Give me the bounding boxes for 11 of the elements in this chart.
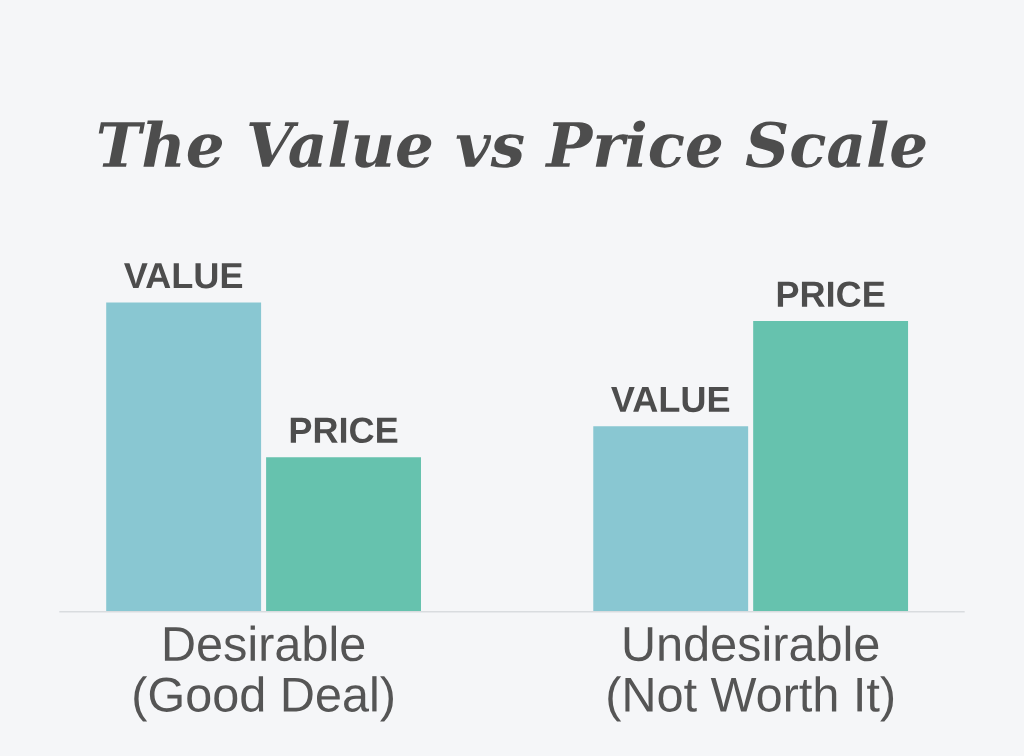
x-tick-label: Desirable (Good Deal) <box>134 625 393 722</box>
text: PRICE <box>777 281 885 308</box>
chart-title: The Value vs Price Scale <box>98 120 926 168</box>
bar <box>106 302 262 612</box>
bar <box>753 321 909 612</box>
series-label: PRICE <box>290 417 398 444</box>
bar <box>266 457 421 612</box>
series-label: VALUE <box>124 263 243 289</box>
bar <box>593 426 749 612</box>
x-tick-label: Undesirable (Not Worth It) <box>608 625 894 722</box>
text: VALUE <box>611 386 730 413</box>
